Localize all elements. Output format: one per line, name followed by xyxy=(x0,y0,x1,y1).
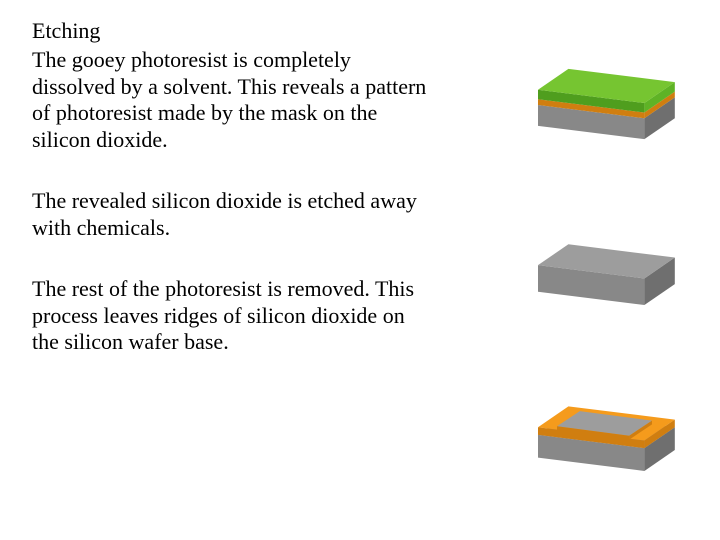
figure-column xyxy=(490,10,700,502)
page: Etching The gooey photoresist is complet… xyxy=(0,0,720,540)
figure-3 xyxy=(500,338,690,488)
paragraph-1: The gooey photoresist is completely diss… xyxy=(32,47,432,154)
figure-2 xyxy=(500,174,690,324)
title: Etching xyxy=(32,18,432,45)
paragraph-2: The revealed silicon dioxide is etched a… xyxy=(32,188,432,242)
paragraph-3: The rest of the photoresist is removed. … xyxy=(32,276,432,356)
figure-1 xyxy=(500,10,690,160)
text-column: Etching The gooey photoresist is complet… xyxy=(32,18,432,390)
